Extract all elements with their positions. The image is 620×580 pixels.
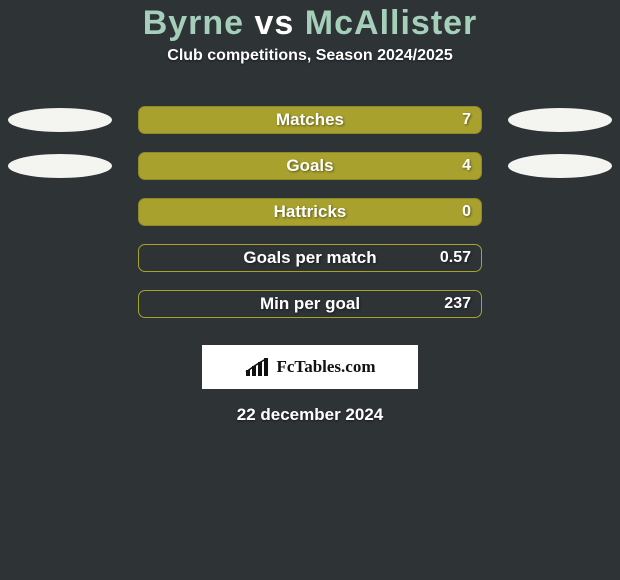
stat-bar: Min per goal237 — [138, 290, 482, 318]
stat-row: Min per goal237 — [0, 281, 620, 327]
bars-icon — [244, 356, 270, 378]
right-ellipse — [508, 108, 612, 132]
subtitle: Club competitions, Season 2024/2025 — [0, 47, 620, 65]
left-ellipse — [8, 154, 112, 178]
stat-bar: Matches7 — [138, 106, 482, 134]
page-title: Byrne vs McAllister — [0, 4, 620, 43]
stat-bar: Goals4 — [138, 152, 482, 180]
stat-value: 0.57 — [440, 249, 471, 267]
stat-label: Min per goal — [139, 294, 481, 314]
player2-name: McAllister — [305, 4, 478, 42]
stat-value: 4 — [462, 157, 471, 175]
stat-bar: Hattricks0 — [138, 198, 482, 226]
player1-name: Byrne — [143, 4, 244, 42]
stat-row: Goals per match0.57 — [0, 235, 620, 281]
stat-rows: Matches7Goals4Hattricks0Goals per match0… — [0, 97, 620, 327]
stat-value: 237 — [444, 295, 471, 313]
stat-label: Hattricks — [139, 202, 481, 222]
stat-label: Goals per match — [139, 248, 481, 268]
left-ellipse — [8, 108, 112, 132]
date-text: 22 december 2024 — [0, 405, 620, 425]
comparison-card: Byrne vs McAllister Club competitions, S… — [0, 0, 620, 580]
stat-row: Hattricks0 — [0, 189, 620, 235]
stat-label: Goals — [139, 156, 481, 176]
stat-value: 7 — [462, 111, 471, 129]
brand-text: FcTables.com — [276, 357, 375, 377]
right-ellipse — [508, 154, 612, 178]
stat-label: Matches — [139, 110, 481, 130]
stat-row: Goals4 — [0, 143, 620, 189]
brand-box[interactable]: FcTables.com — [202, 345, 418, 389]
vs-text: vs — [255, 4, 295, 42]
stat-bar: Goals per match0.57 — [138, 244, 482, 272]
stat-row: Matches7 — [0, 97, 620, 143]
stat-value: 0 — [462, 203, 471, 221]
